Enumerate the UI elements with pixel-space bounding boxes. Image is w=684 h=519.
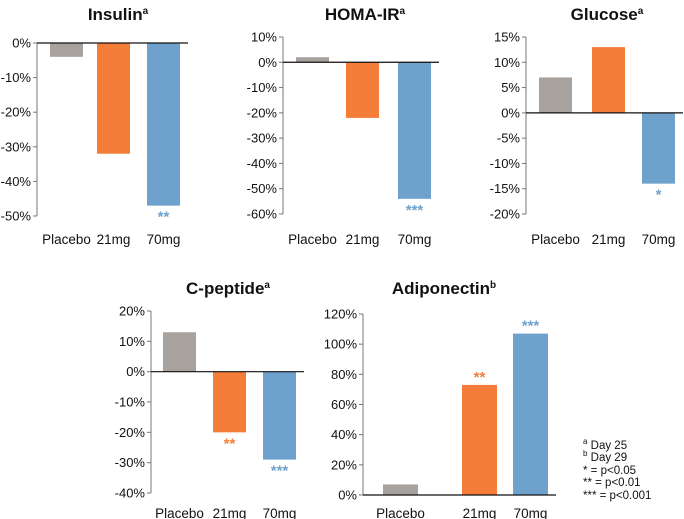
homa-bar-21mg bbox=[346, 62, 379, 118]
glucose-bar-21mg bbox=[592, 47, 625, 113]
legend-row-p01: ** = p<0.01 bbox=[583, 477, 641, 490]
homa-tick-label: -10% bbox=[247, 80, 278, 95]
homa-bar-70mg bbox=[398, 62, 431, 199]
insulin-tick-label: -40% bbox=[1, 174, 32, 189]
cpeptide-tick-label: -10% bbox=[115, 395, 146, 410]
glucose-tick-label: 5% bbox=[501, 80, 520, 95]
insulin-category-label: 70mg bbox=[147, 232, 181, 247]
glucose-title: Glucosea bbox=[571, 5, 644, 24]
glucose-tick-label: -10% bbox=[490, 156, 521, 171]
homa-category-label: 21mg bbox=[346, 232, 380, 247]
glucose-category-label: 70mg bbox=[642, 232, 676, 247]
cpeptide-bar-21mg bbox=[213, 371, 246, 433]
adiponectin-significance: ** bbox=[474, 369, 486, 386]
glucose-panel: Glucosea 15% 10% 5% 0% -5% -10% -15% -20% Placebo… bbox=[490, 5, 683, 247]
adiponectin-tick-label: 80% bbox=[331, 367, 357, 382]
homa-category-label: 70mg bbox=[398, 232, 432, 247]
adiponectin-panel: Adiponectinb 120% 100% 80% 60% 40% 20% 0% Placeb… bbox=[324, 279, 556, 519]
adiponectin-bar-placebo bbox=[383, 484, 418, 495]
glucose-tick-label: -15% bbox=[490, 181, 521, 196]
cpeptide-tick-label: -20% bbox=[115, 425, 146, 440]
insulin-title: Insulina bbox=[88, 5, 149, 24]
glucose-tick-label: 0% bbox=[501, 105, 520, 120]
homa-significance: *** bbox=[406, 202, 424, 219]
glucose-significance: * bbox=[656, 187, 662, 204]
cpeptide-significance: *** bbox=[271, 463, 289, 480]
homa-tick-label: -60% bbox=[247, 207, 278, 222]
cpeptide-category-label: 21mg bbox=[213, 506, 247, 519]
glucose-tick-label: -20% bbox=[490, 207, 521, 222]
adiponectin-category-label: 70mg bbox=[514, 506, 548, 519]
glucose-tick-label: -5% bbox=[497, 131, 521, 146]
insulin-bar-placebo bbox=[50, 43, 83, 57]
adiponectin-bar-70mg bbox=[513, 333, 548, 495]
glucose-tick-label: 15% bbox=[494, 30, 520, 45]
insulin-bar-21mg bbox=[97, 43, 130, 154]
legend-row-a: a Day 25 bbox=[583, 437, 628, 452]
homa-bar-placebo bbox=[296, 57, 329, 63]
glucose-category-label: 21mg bbox=[592, 232, 626, 247]
insulin-category-label: Placebo bbox=[42, 232, 91, 247]
homa-tick-label: -40% bbox=[247, 156, 278, 171]
insulin-tick-label: -20% bbox=[1, 105, 32, 120]
insulin-panel: Insulina 0% -10% -20% -30% -40% -50% Placebo 21m… bbox=[1, 5, 188, 247]
insulin-tick-label: -50% bbox=[1, 209, 32, 224]
glucose-bar-70mg bbox=[642, 112, 675, 184]
legend: a Day 25 b Day 29 * = p<0.05 ** = p<0.01… bbox=[583, 437, 652, 502]
adiponectin-tick-label: 120% bbox=[324, 307, 358, 322]
insulin-bar-70mg bbox=[147, 43, 180, 206]
adiponectin-tick-label: 0% bbox=[338, 488, 357, 503]
adiponectin-bar-21mg bbox=[462, 384, 497, 495]
adiponectin-tick-label: 100% bbox=[324, 337, 358, 352]
legend-row-p001: *** = p<0.001 bbox=[583, 489, 652, 502]
legend-row-b: b Day 29 bbox=[583, 449, 628, 465]
cpeptide-bar-70mg bbox=[263, 371, 296, 460]
glucose-bar-placebo bbox=[539, 77, 572, 113]
cpeptide-significance: ** bbox=[224, 435, 236, 452]
homa-tick-label: 0% bbox=[258, 55, 277, 70]
homa-title: HOMA-IRa bbox=[325, 5, 406, 24]
adiponectin-tick-label: 60% bbox=[331, 397, 357, 412]
cpeptide-tick-label: 10% bbox=[119, 334, 145, 349]
homa-tick-label: -20% bbox=[247, 105, 278, 120]
insulin-significance: ** bbox=[158, 209, 170, 226]
glucose-tick-label: 10% bbox=[494, 55, 520, 70]
insulin-category-label: 21mg bbox=[97, 232, 131, 247]
cpeptide-category-label: 70mg bbox=[263, 506, 297, 519]
cpeptide-title: C-peptidea bbox=[186, 279, 270, 298]
adiponectin-tick-label: 20% bbox=[331, 457, 357, 472]
adiponectin-title: Adiponectinb bbox=[392, 279, 496, 298]
insulin-tick-label: -10% bbox=[1, 70, 32, 85]
insulin-tick-label: -30% bbox=[1, 139, 32, 154]
cpeptide-tick-label: -40% bbox=[115, 486, 146, 501]
adiponectin-tick-label: 40% bbox=[331, 427, 357, 442]
cpeptide-tick-label: 0% bbox=[126, 364, 145, 379]
cpeptide-category-label: Placebo bbox=[155, 506, 204, 519]
cpeptide-tick-label: -30% bbox=[115, 455, 146, 470]
homa-tick-label: -30% bbox=[247, 131, 278, 146]
homa-panel: HOMA-IRa 10% 0% -10% -20% -30% -40% -50% -60% Pla… bbox=[247, 5, 439, 247]
cpeptide-bar-placebo bbox=[163, 332, 196, 372]
legend-row-p05: * = p<0.05 bbox=[583, 464, 637, 477]
adiponectin-category-label: Placebo bbox=[376, 506, 425, 519]
insulin-tick-label: 0% bbox=[12, 36, 31, 51]
adiponectin-category-label: 21mg bbox=[463, 506, 497, 519]
cpeptide-tick-label: 20% bbox=[119, 304, 145, 319]
homa-tick-label: -50% bbox=[247, 181, 278, 196]
adiponectin-significance: *** bbox=[522, 318, 540, 335]
glucose-category-label: Placebo bbox=[531, 232, 580, 247]
homa-category-label: Placebo bbox=[288, 232, 337, 247]
homa-tick-label: 10% bbox=[251, 30, 277, 45]
cpeptide-panel: C-peptidea 20% 10% 0% -10% -20% -30% -40% Placeb… bbox=[115, 279, 304, 519]
